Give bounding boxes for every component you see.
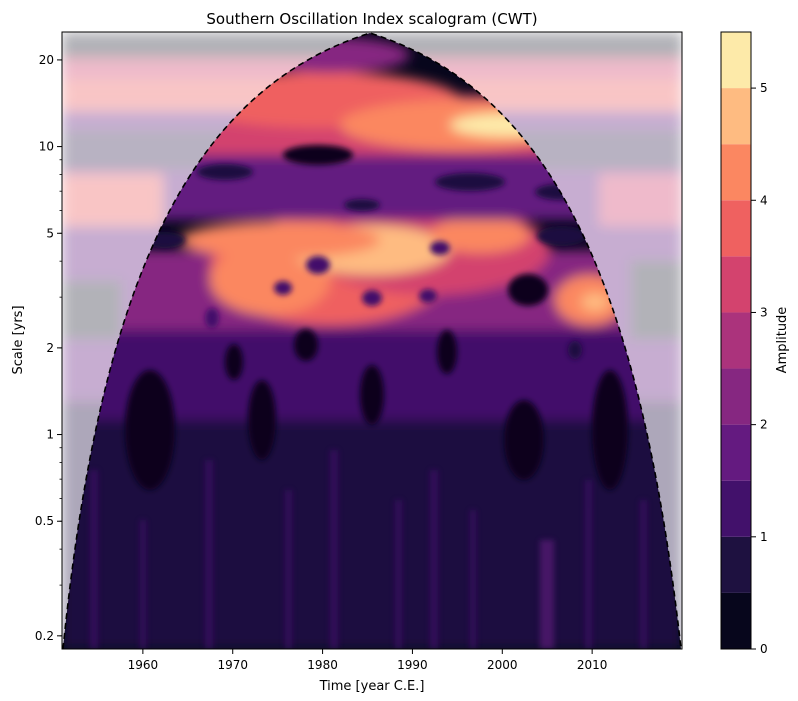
plot-area [62,32,682,649]
y-axis-label: Scale [yrs] [11,305,26,374]
y-tick-label: 20 [39,53,54,67]
colorbar-segment [721,312,751,369]
y-tick-label: 0.2 [35,629,54,643]
colorbar-segment [721,200,751,257]
y-tick-label: 1 [46,428,54,442]
x-tick-label: 2010 [577,658,608,672]
colorbar-tick-label: 0 [760,642,768,656]
colorbar-segment [721,368,751,425]
x-tick-label: 1990 [397,658,428,672]
colorbar: 0 1 2 3 4 5 [721,32,768,656]
colorbar-label: Amplitude [775,307,790,374]
colorbar-tick-label: 1 [760,530,768,544]
x-axis-label: Time [year C.E.] [319,679,425,694]
cone-of-influence-line [62,32,682,649]
chart-title: Southern Oscillation Index scalogram (CW… [206,10,537,28]
x-tick-label: 1970 [217,658,248,672]
colorbar-tick-label: 5 [760,81,768,95]
colorbar-tick-label: 2 [760,418,768,432]
colorbar-segment [721,592,751,649]
x-tick-label: 1960 [128,658,159,672]
y-tick-label: 10 [39,140,54,154]
colorbar-tick-label: 3 [760,305,768,319]
colorbar-segment [721,144,751,201]
plot-frame [61,31,683,650]
x-tick-label: 1980 [307,658,338,672]
colorbar-segment [721,32,751,89]
y-axis-ticks: 20 10 5 2 1 0.5 0.2 [35,53,62,643]
x-axis-ticks: 1960 1970 1980 1990 2000 2010 [128,649,608,672]
y-tick-label: 0.5 [35,514,54,528]
colorbar-segment [721,256,751,313]
colorbar-segment [721,536,751,593]
y-tick-label: 5 [46,226,54,240]
colorbar-frame [720,31,752,650]
colorbar-tick-label: 4 [760,193,768,207]
colorbar-segment [721,424,751,481]
x-tick-label: 2000 [487,658,518,672]
colorbar-segment [721,88,751,145]
y-tick-label: 2 [46,341,54,355]
colorbar-segment [721,480,751,537]
low-scale-streaks [90,450,647,649]
